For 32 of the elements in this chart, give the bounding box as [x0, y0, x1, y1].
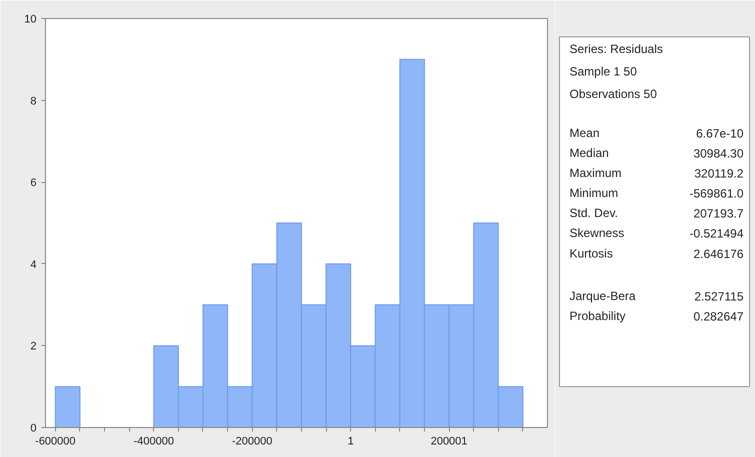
- text: Maximum: [570, 166, 622, 180]
- text: 207193.7: [693, 206, 744, 221]
- x-tick-label: -200000: [232, 436, 272, 448]
- x-tick-label: 200001: [430, 436, 468, 448]
- y-tick-label: 8: [30, 95, 37, 108]
- text: -0.521494: [689, 226, 744, 241]
- text: 30984.30: [693, 146, 744, 161]
- x-tick-label: -400000: [134, 436, 174, 448]
- y-tick-label: 4: [30, 258, 37, 271]
- text: 0.282647: [693, 309, 744, 324]
- x-tick-label: -600000: [35, 436, 76, 448]
- text: Jarque-Bera: [570, 288, 636, 303]
- text: Minimum: [570, 186, 618, 200]
- text: Observations 50: [570, 87, 658, 102]
- x-tick-label: 1: [348, 436, 354, 448]
- text: Skewness: [570, 226, 624, 240]
- y-tick-label: 0: [30, 422, 37, 434]
- y-tick-label: 10: [24, 14, 37, 26]
- text: 320119.2: [694, 166, 744, 181]
- text: 2.646176: [693, 246, 744, 261]
- y-tick-label: 6: [30, 177, 37, 190]
- text: 2.527115: [694, 289, 744, 304]
- text: -569861.0: [689, 186, 744, 201]
- text: Sample 1 50: [570, 64, 638, 79]
- text: Probability: [570, 308, 626, 323]
- text: Series: Residuals: [570, 42, 663, 56]
- text: 6.67e-10: [696, 126, 744, 141]
- text: Kurtosis: [570, 246, 613, 260]
- text: Mean: [570, 126, 600, 140]
- text: Median: [570, 146, 609, 160]
- y-tick-label: 2: [30, 340, 37, 353]
- text: Std. Dev.: [570, 206, 618, 220]
